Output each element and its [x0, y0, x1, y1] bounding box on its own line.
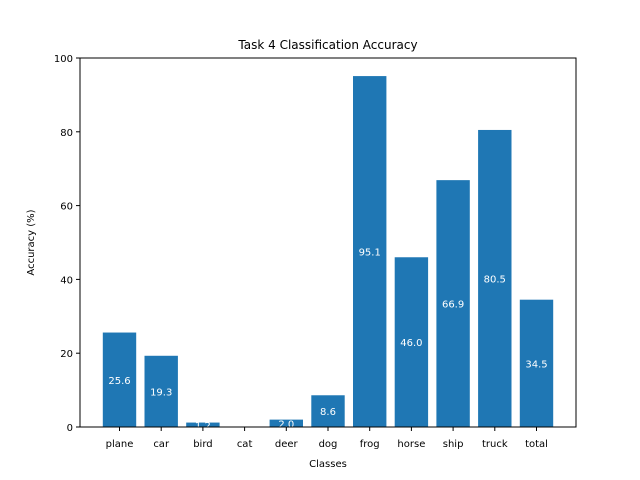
bar-dog [311, 395, 345, 427]
x-tick-label-cat: cat [237, 439, 253, 450]
bar-total [519, 299, 554, 427]
bar-value-label-car: 19.3 [150, 387, 172, 398]
bar-value-label-horse: 46.0 [400, 338, 422, 349]
bar-deer [269, 419, 303, 427]
y-tick-label-80: 80 [60, 128, 73, 139]
x-tick-label-deer: deer [275, 439, 299, 450]
bar-horse [394, 257, 429, 427]
x-tick-label-truck: truck [482, 439, 508, 450]
bar-value-label-bird: 1.2 [195, 421, 211, 432]
x-tick-label-dog: dog [319, 439, 338, 450]
x-tick-label-plane: plane [106, 439, 134, 450]
bar-truck [478, 129, 512, 427]
x-tick-label-car: car [153, 439, 170, 450]
x-tick-label-bird: bird [193, 439, 212, 450]
bar-value-label-truck: 80.5 [484, 274, 506, 285]
x-axis-label: Classes [309, 459, 347, 470]
bar-value-label-frog: 95.1 [359, 248, 381, 259]
bar-bird [186, 422, 220, 427]
bar-value-label-deer: 2.0 [278, 419, 294, 430]
bar-plane [102, 332, 137, 427]
y-axis: 0 20 40 60 80 100 [54, 54, 80, 434]
y-tick-label-100: 100 [54, 54, 73, 65]
x-tick-label-ship: ship [443, 439, 464, 450]
chart-title: Task 4 Classification Accuracy [237, 38, 417, 52]
bar-value-label-total: 34.5 [525, 359, 547, 370]
bar-value-label-plane: 25.6 [108, 376, 130, 387]
y-tick-label-20: 20 [60, 349, 73, 360]
bars-group [102, 76, 554, 427]
y-tick-label-60: 60 [60, 202, 73, 213]
bar-ship [436, 180, 470, 427]
y-axis-label: Accuracy (%) [26, 209, 37, 275]
y-tick-label-0: 0 [67, 423, 73, 434]
x-tick-label-horse: horse [397, 439, 425, 450]
bar-car [144, 355, 178, 427]
x-tick-label-total: total [525, 439, 548, 450]
bar-value-label-ship: 66.9 [442, 300, 464, 311]
x-tick-label-frog: frog [360, 439, 380, 450]
x-axis: plane car bird cat deer dog frog horse ship truck… [106, 427, 548, 450]
bar-frog [353, 76, 387, 427]
bar-value-label-dog: 8.6 [320, 407, 336, 418]
y-tick-label-40: 40 [60, 275, 73, 286]
bar-labels-group: 25.6 19.3 1.2 2.0 8.6 95.1 46.0 66.9 80.5 34.5 [108, 248, 547, 432]
